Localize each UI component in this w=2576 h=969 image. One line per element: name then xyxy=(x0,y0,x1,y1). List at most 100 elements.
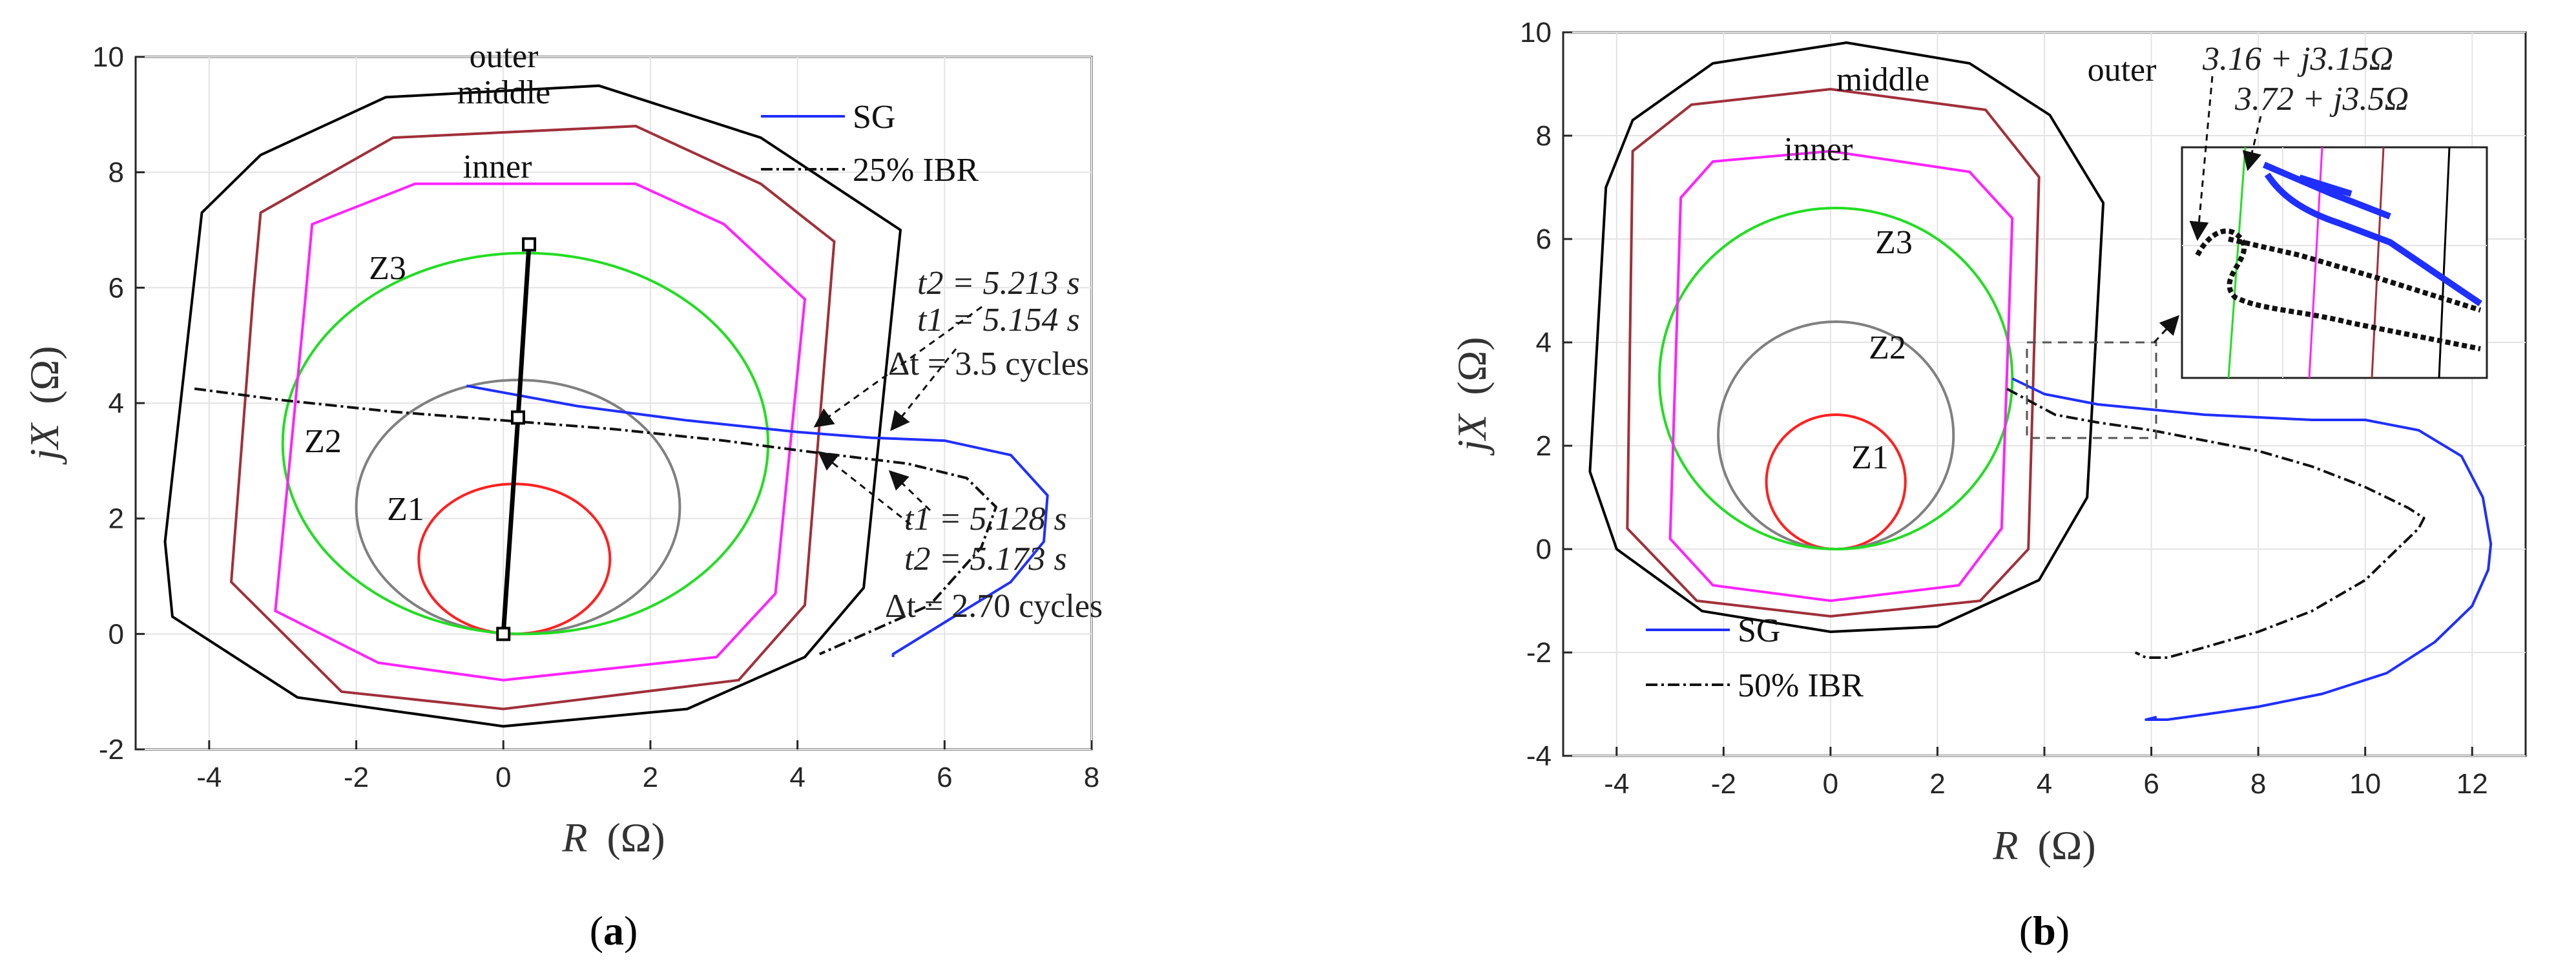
y-tick-label: -4 xyxy=(1526,740,1552,772)
y-tick-label: 2 xyxy=(1536,430,1552,462)
series-marker xyxy=(522,237,537,252)
annotation-lower-line3: Δt = 2.70 cycles xyxy=(885,588,1103,625)
legend-label-sg-b: SG xyxy=(1738,612,1780,649)
legend-a: SG 25% IBR xyxy=(761,99,979,189)
series-sg xyxy=(2011,377,2493,721)
annotation-lower-line2: t2 = 5.173 s xyxy=(904,541,1067,578)
x-tick-label: 10 xyxy=(2349,768,2381,800)
y-tick-label: -2 xyxy=(99,734,124,766)
y-tick-label: 4 xyxy=(1536,327,1552,359)
y-tick-label: 10 xyxy=(1520,17,1552,48)
caption-a: (a) xyxy=(590,908,638,953)
x-tick-label: 0 xyxy=(1823,768,1838,800)
zone-z3 xyxy=(281,251,770,636)
y-tick-label: 0 xyxy=(1536,534,1552,565)
zone-label-z2-b: Z2 xyxy=(1869,329,1906,366)
x-tick-label: 4 xyxy=(2037,768,2052,800)
x-tick-label: -2 xyxy=(1711,768,1736,800)
x-tick-label: -4 xyxy=(196,762,222,793)
annotation-upper-line2: t1 = 5.154 s xyxy=(917,302,1080,339)
zone-label-middle-a: middle xyxy=(457,74,550,111)
series-marker xyxy=(496,627,511,641)
arrow-impedance-2 xyxy=(2242,116,2262,171)
arrow-impedance-1 xyxy=(2189,76,2214,241)
y-tick-label: 8 xyxy=(1536,120,1552,152)
annotation-lower-a: t1 = 5.128 s t2 = 5.173 s Δt = 2.70 cycl… xyxy=(817,451,1103,625)
zone-middle xyxy=(1626,87,2041,618)
zone-inner xyxy=(274,182,807,682)
x-tick-label: 12 xyxy=(2457,768,2488,800)
zoom-region-box xyxy=(2026,341,2157,439)
legend-label-ibr-a: 25% IBR xyxy=(853,152,979,189)
annotation-upper-a: t2 = 5.213 s t1 = 5.154 s Δt = 3.5 cycle… xyxy=(813,265,1089,432)
y-tick-label: 8 xyxy=(109,157,124,189)
x-tick-label: 2 xyxy=(1929,768,1945,800)
y-axis-label-b: jX (Ω) xyxy=(1449,337,1495,455)
inset-sg-trace xyxy=(2263,162,2482,307)
zone-label-outer-b: outer xyxy=(2088,52,2157,89)
x-tick-label: 0 xyxy=(495,762,511,793)
caption-b: (b) xyxy=(2019,908,2070,953)
annotation-lower-line1: t1 = 5.128 s xyxy=(904,501,1067,537)
inset-zone-middle-line xyxy=(2371,147,2385,379)
series-25-ibr xyxy=(194,387,997,656)
annotation-upper-line3: Δt = 3.5 cycles xyxy=(888,346,1089,382)
zone-label-outer-a: outer xyxy=(470,38,539,75)
x-tick-label: 6 xyxy=(937,762,952,793)
zones-b xyxy=(1588,41,2105,634)
x-tick-label: -4 xyxy=(1604,768,1629,800)
ticks-a: -4 -2 0 2 4 6 8 -2 0 2 4 6 8 10 xyxy=(92,41,1099,793)
zone-label-middle-b: middle xyxy=(1836,61,1929,98)
y-tick-label: 0 xyxy=(109,618,124,650)
x-tick-label: 8 xyxy=(2250,768,2266,800)
legend-label-ibr-b: 50% IBR xyxy=(1738,667,1864,704)
zone-outer xyxy=(163,84,902,728)
legend-label-sg-a: SG xyxy=(853,99,895,136)
series-marker xyxy=(511,410,525,425)
zone-label-inner-b: inner xyxy=(1784,131,1853,168)
y-axis-label-a: jX (Ω) xyxy=(21,346,67,464)
arrow-upper-2 xyxy=(890,348,957,432)
inset-zone-z3-line xyxy=(2227,147,2247,379)
y-tick-label: 6 xyxy=(109,272,124,304)
y-tick-label: 2 xyxy=(109,503,124,535)
zone-label-z2-a: Z2 xyxy=(304,423,342,460)
zone-label-z1-a: Z1 xyxy=(387,491,424,528)
x-axis-label-a: R (Ω) xyxy=(561,815,665,860)
x-tick-label: 2 xyxy=(643,762,658,793)
zone-label-z3-b: Z3 xyxy=(1875,224,1913,261)
zone-label-inner-a: inner xyxy=(463,149,532,185)
annotation-impedance-1: 3.16 + j3.15Ω xyxy=(2202,41,2393,78)
x-tick-label: 6 xyxy=(2143,768,2159,800)
zoom-inset xyxy=(2181,146,2488,379)
zone-label-z1-b: Z1 xyxy=(1851,439,1889,476)
ticks-b: -4 -2 0 2 4 6 8 10 12 -4 -2 0 2 4 6 8 10 xyxy=(1520,17,2488,800)
series-a xyxy=(194,237,1049,658)
y-tick-label: 6 xyxy=(1536,224,1552,255)
y-tick-label: 4 xyxy=(109,388,124,419)
annotation-upper-line1: t2 = 5.213 s xyxy=(917,265,1080,302)
x-axis-label-b: R (Ω) xyxy=(1992,822,2095,868)
zone-outer xyxy=(1588,41,2105,634)
series-b xyxy=(2006,377,2493,721)
inset-ibr-trace xyxy=(2195,228,2482,351)
x-tick-label: 4 xyxy=(789,762,805,793)
x-tick-label: -2 xyxy=(344,762,369,793)
legend-b: SG 50% IBR xyxy=(1646,612,1864,704)
panel-b: -4 -2 0 2 4 6 8 10 12 -4 -2 0 2 4 6 8 10 R (Ω) jX (Ω) ou… xyxy=(1449,17,2527,953)
annotation-impedance-2: 3.72 + j3.5Ω xyxy=(2234,81,2409,118)
grid-a xyxy=(136,56,1092,750)
y-tick-label: -2 xyxy=(1526,637,1552,669)
zone-inner xyxy=(1668,149,2014,603)
series-sg xyxy=(466,384,1049,658)
arrow-lower-1 xyxy=(817,451,911,526)
zones-a xyxy=(163,84,902,728)
zone-label-z3-a: Z3 xyxy=(369,250,406,287)
series-50-ibr xyxy=(2006,388,2425,659)
x-tick-label: 8 xyxy=(1084,762,1099,793)
arrow-lower-2 xyxy=(888,470,931,512)
zoom-arrow xyxy=(2153,315,2180,344)
panel-a: -4 -2 0 2 4 6 8 -2 0 2 4 6 8 10 R (Ω) jX (Ω) outer mi… xyxy=(21,38,1103,953)
y-tick-label: 10 xyxy=(92,41,124,73)
